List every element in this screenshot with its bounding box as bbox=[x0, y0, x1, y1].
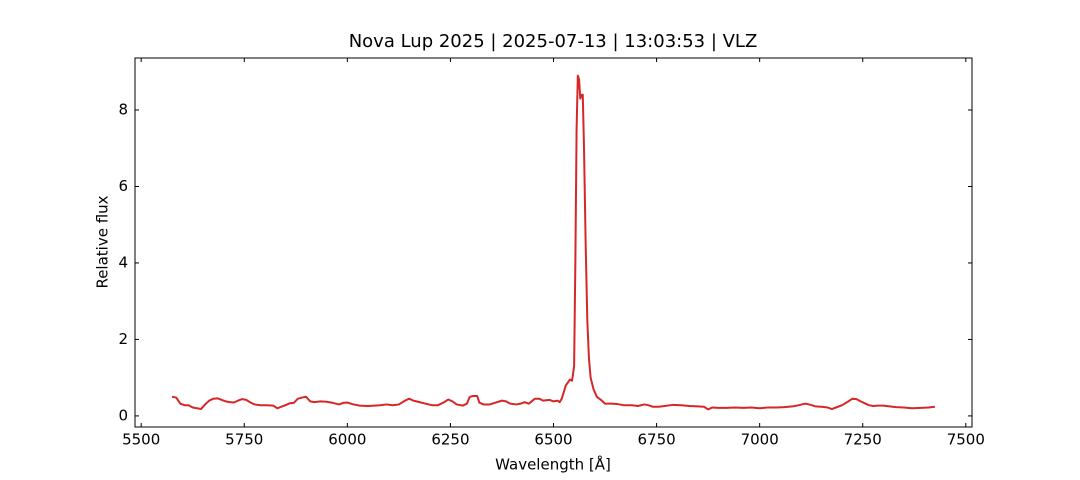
y-tick-label: 4 bbox=[118, 253, 128, 271]
y-tick-label: 6 bbox=[118, 177, 128, 195]
spectrum-line bbox=[171, 74, 936, 411]
x-axis-label: Wavelength [Å] bbox=[495, 455, 611, 474]
x-tick-label: 6250 bbox=[431, 431, 469, 449]
x-tick-label: 5750 bbox=[225, 431, 263, 449]
y-tick-label: 0 bbox=[118, 406, 128, 424]
x-tick-label: 7500 bbox=[947, 431, 985, 449]
x-tick-label: 6500 bbox=[534, 431, 572, 449]
y-tick-label: 2 bbox=[118, 330, 128, 348]
x-tick-label: 6000 bbox=[328, 431, 366, 449]
x-tick-label: 7000 bbox=[741, 431, 779, 449]
plot-frame bbox=[134, 57, 973, 428]
x-tick-label: 5500 bbox=[122, 431, 160, 449]
x-tick-label: 6750 bbox=[637, 431, 675, 449]
x-tick-label: 7250 bbox=[844, 431, 882, 449]
y-axis-label: Relative flux bbox=[94, 195, 112, 288]
y-tick-label: 8 bbox=[118, 101, 128, 119]
chart-title: Nova Lup 2025 | 2025-07-13 | 13:03:53 | … bbox=[349, 31, 758, 52]
